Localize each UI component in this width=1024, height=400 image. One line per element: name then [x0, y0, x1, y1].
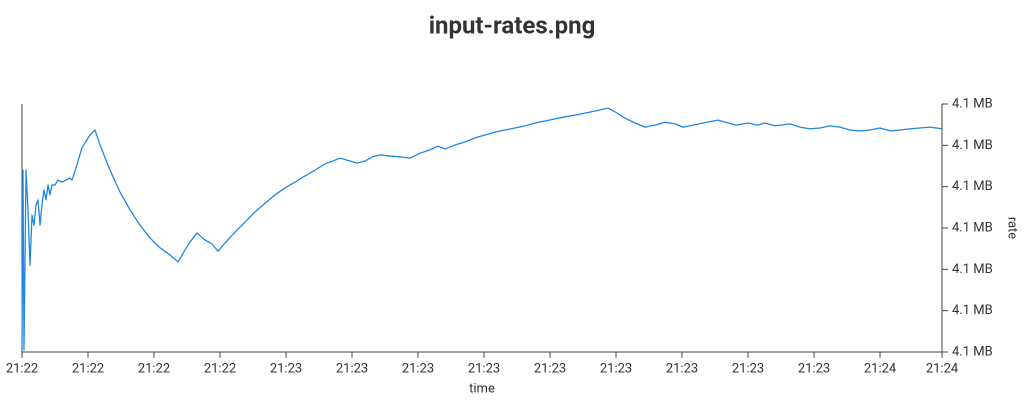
x-tick-label: 21:22 — [6, 361, 38, 376]
data-line — [21, 107, 943, 351]
x-tick-label: 21:23 — [732, 361, 764, 376]
x-tick-label: 21:22 — [72, 361, 104, 376]
y-tick-label: 4.1 MB — [952, 138, 993, 153]
x-tick-label: 21:22 — [204, 361, 236, 376]
x-tick-label: 21:23 — [798, 361, 830, 376]
y-tick-label: 4.1 MB — [952, 179, 993, 194]
x-tick-label: 21:23 — [600, 361, 632, 376]
y-axis-label: rate — [1005, 217, 1020, 239]
y-tick-label: 4.1 MB — [952, 96, 993, 111]
x-tick-label: 21:22 — [138, 361, 170, 376]
x-tick-label: 21:23 — [534, 361, 566, 376]
x-tick-label: 21:24 — [864, 361, 897, 376]
x-axis-label: time — [469, 381, 495, 396]
x-tick-label: 21:23 — [336, 361, 368, 376]
y-tick-label: 4.1 MB — [952, 262, 993, 277]
x-tick-label: 21:23 — [468, 361, 500, 376]
x-tick-label: 21:23 — [666, 361, 698, 376]
y-tick-label: 4.1 MB — [952, 344, 993, 359]
x-tick-label: 21:24 — [926, 361, 959, 376]
chart-title: input-rates.png — [429, 11, 596, 39]
x-tick-label: 21:23 — [270, 361, 302, 376]
x-tick-label: 21:23 — [402, 361, 434, 376]
y-tick-label: 4.1 MB — [952, 220, 993, 235]
y-tick-label: 4.1 MB — [952, 303, 993, 318]
